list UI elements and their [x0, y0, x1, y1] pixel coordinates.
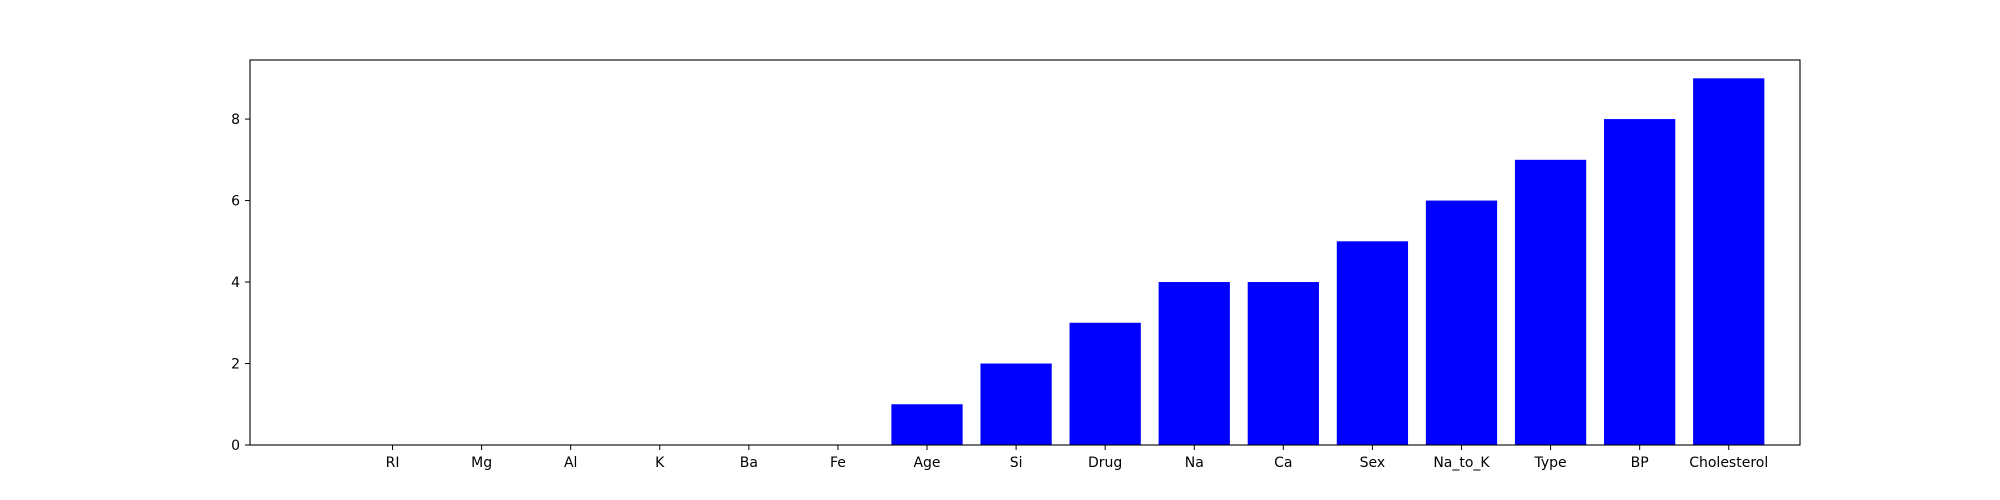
x-tick-label-al: Al	[564, 455, 577, 471]
bar-bp	[1604, 119, 1676, 445]
y-tick-label-6: 6	[231, 194, 240, 210]
x-tick-label-na-to-k: Na_to_K	[1433, 455, 1490, 471]
x-axis: RI Mg Al K Ba Fe Age Si Drug Na Ca Sex Na_to_K Type BP…	[386, 445, 1768, 471]
bar-sex	[1336, 241, 1409, 445]
bar-si	[980, 363, 1052, 445]
plot-frame	[249, 59, 1801, 446]
y-tick-label-2: 2	[231, 357, 240, 373]
bar-cholesterol	[1693, 78, 1765, 445]
x-tick-label-si: Si	[1010, 455, 1023, 471]
x-tick-label-type: Type	[1533, 455, 1566, 471]
x-tick-label-bp: BP	[1631, 455, 1649, 471]
y-axis: 0 2 4 6 8	[231, 112, 250, 454]
x-tick-label-age: Age	[913, 455, 940, 471]
bar-age	[891, 404, 963, 445]
x-tick-label-drug: Drug	[1088, 455, 1122, 471]
x-tick-label-sex: Sex	[1360, 455, 1386, 471]
x-tick-label-fe: Fe	[830, 455, 846, 471]
bar-ca	[1247, 282, 1319, 445]
x-tick-label-ca: Ca	[1274, 455, 1292, 471]
y-tick-label-4: 4	[231, 275, 240, 291]
x-tick-label-na: Na	[1185, 455, 1204, 471]
bar-na	[1158, 282, 1230, 445]
bar-type	[1514, 159, 1587, 445]
bars-layer	[891, 78, 1765, 445]
x-tick-label-cholesterol: Cholesterol	[1689, 455, 1768, 471]
x-tick-label-mg: Mg	[471, 455, 492, 471]
x-tick-label-ri: RI	[386, 455, 400, 471]
bar-na-to-k	[1425, 200, 1498, 445]
x-tick-label-k: K	[655, 455, 665, 471]
y-tick-label-8: 8	[231, 112, 240, 128]
y-tick-label-0: 0	[231, 438, 240, 454]
x-tick-label-ba: Ba	[740, 455, 758, 471]
bar-drug	[1069, 322, 1141, 445]
